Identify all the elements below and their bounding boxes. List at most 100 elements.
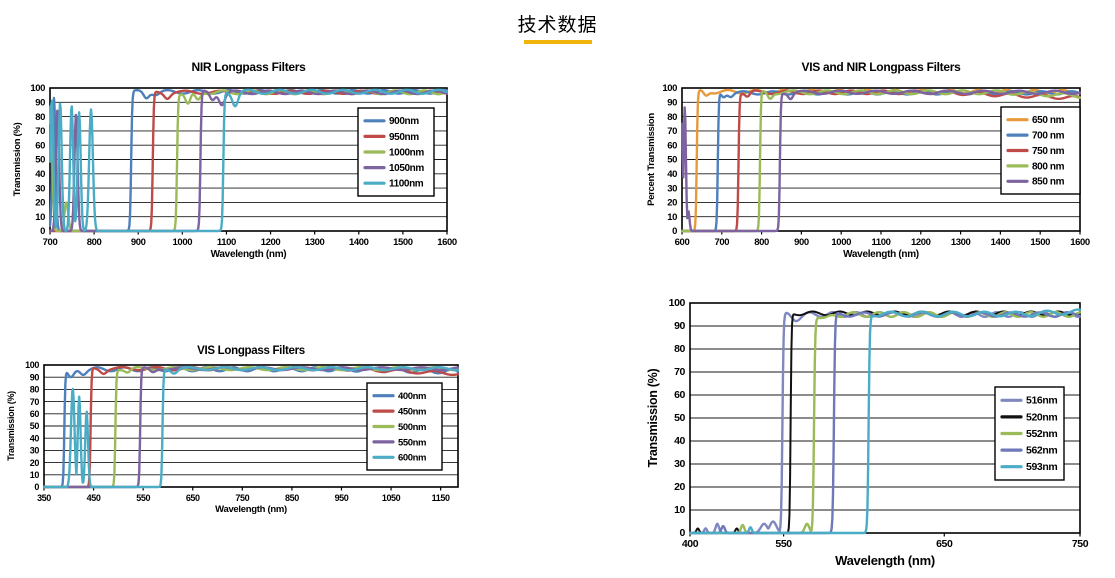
x-tick-label: 1500 bbox=[1030, 237, 1050, 248]
x-tick-label: 1200 bbox=[261, 237, 281, 248]
curve-850nm bbox=[681, 89, 1081, 233]
chart-nir-longpass-filters: 0 10 20 30 40 50 60 70 80 90 100 700 800 900 1000 1100 1… bbox=[12, 60, 457, 260]
y-axis-label: Transmission (%) bbox=[6, 391, 16, 461]
y-tick-label: 100 bbox=[25, 360, 39, 370]
legend-label: 700 nm bbox=[1032, 131, 1065, 142]
x-tick-label: 1100 bbox=[217, 237, 236, 248]
chart-516-593nm-longpass-filters: 0 10 20 30 40 50 60 70 80 90 100 400 550 650 750 Wavele… bbox=[646, 297, 1089, 568]
x-tick-label: 850 bbox=[285, 493, 299, 503]
x-tick-label: 900 bbox=[794, 237, 809, 248]
x-tick-label: 1600 bbox=[437, 237, 457, 248]
y-tick-label: 0 bbox=[680, 527, 686, 539]
x-axis-label: Wavelength (nm) bbox=[835, 553, 935, 568]
y-axis-label: Transmission (%) bbox=[12, 122, 23, 196]
x-tick-label: 1000 bbox=[831, 237, 851, 248]
curve-593nm bbox=[689, 308, 1081, 535]
legend-label: 1050nm bbox=[389, 163, 424, 174]
y-tick-label: 100 bbox=[30, 83, 45, 94]
x-tick-label: 700 bbox=[43, 237, 58, 248]
y-tick-label: 50 bbox=[35, 155, 45, 166]
x-tick-label: 1000 bbox=[173, 237, 193, 248]
y-tick-label: 50 bbox=[667, 155, 677, 166]
x-tick-label: 550 bbox=[775, 538, 792, 550]
y-tick-label: 60 bbox=[30, 409, 40, 419]
y-tick-label: 100 bbox=[669, 297, 686, 309]
x-tick-label: 1600 bbox=[1070, 237, 1090, 248]
y-tick-label: 70 bbox=[30, 397, 40, 407]
y-tick-label: 40 bbox=[30, 433, 40, 443]
y-tick-label: 50 bbox=[30, 421, 40, 431]
legend-box bbox=[357, 107, 435, 197]
legend-label: 500nm bbox=[398, 422, 426, 433]
x-tick-label: 1200 bbox=[911, 237, 931, 248]
y-tick-label: 60 bbox=[35, 140, 45, 151]
x-tick-label: 900 bbox=[131, 237, 146, 248]
y-tick-label: 90 bbox=[667, 98, 677, 109]
legend-label: 593nm bbox=[1026, 461, 1057, 473]
curves-group bbox=[689, 308, 1081, 535]
legend-label: 552nm bbox=[1026, 428, 1057, 440]
x-tick-label: 1150 bbox=[432, 493, 450, 503]
y-tick-label: 30 bbox=[674, 458, 685, 470]
curve-600nm bbox=[43, 366, 459, 489]
legend-label: 950nm bbox=[389, 132, 419, 143]
legend-label: 600nm bbox=[398, 453, 426, 464]
page-title-underline bbox=[523, 40, 592, 44]
x-tick-label: 1500 bbox=[393, 237, 413, 248]
legend-label: 562nm bbox=[1026, 445, 1057, 457]
x-tick-label: 600 bbox=[675, 237, 690, 248]
y-tick-label: 70 bbox=[674, 366, 685, 378]
x-tick-label: 1050 bbox=[382, 493, 401, 503]
x-tick-label: 1400 bbox=[349, 237, 369, 248]
x-tick-label: 350 bbox=[37, 493, 51, 503]
curves-group bbox=[49, 88, 448, 233]
x-tick-label: 800 bbox=[754, 237, 769, 248]
x-tick-label: 700 bbox=[714, 237, 729, 248]
chart-title: NIR Longpass Filters bbox=[191, 60, 306, 74]
legend-label: 550nm bbox=[398, 437, 426, 448]
x-tick-label: 750 bbox=[1072, 538, 1089, 550]
curves-group bbox=[43, 365, 459, 489]
y-tick-label: 90 bbox=[35, 98, 45, 109]
chart-vis-longpass-filters: 0 10 20 30 40 50 60 70 80 90 100 350 450 550 650 750 850… bbox=[6, 345, 459, 515]
x-tick-label: 950 bbox=[335, 493, 349, 503]
legend-label: 516nm bbox=[1026, 395, 1057, 407]
y-tick-label: 30 bbox=[35, 183, 45, 194]
y-tick-label: 0 bbox=[40, 226, 45, 237]
y-tick-label: 10 bbox=[30, 470, 40, 480]
legend-label: 800 nm bbox=[1032, 161, 1065, 172]
x-tick-label: 800 bbox=[87, 237, 102, 248]
x-tick-label: 650 bbox=[936, 538, 953, 550]
legend-label: 1000nm bbox=[389, 147, 424, 158]
legend-label: 750 nm bbox=[1032, 146, 1065, 157]
legend-label: 400nm bbox=[398, 391, 426, 402]
y-tick-label: 20 bbox=[667, 198, 677, 209]
chart-title: VIS and NIR Longpass Filters bbox=[802, 60, 962, 74]
y-tick-label: 80 bbox=[674, 343, 685, 355]
y-tick-label: 30 bbox=[30, 446, 40, 456]
curve-1100nm bbox=[49, 88, 448, 233]
y-tick-label: 10 bbox=[35, 212, 45, 223]
y-tick-label: 40 bbox=[674, 435, 685, 447]
y-tick-label: 50 bbox=[674, 412, 685, 424]
y-tick-label: 10 bbox=[674, 504, 685, 516]
x-tick-label: 400 bbox=[682, 538, 699, 550]
plot-frame bbox=[689, 302, 1081, 534]
y-tick-label: 30 bbox=[667, 183, 677, 194]
x-axis-label: Wavelength (nm) bbox=[215, 504, 287, 515]
y-tick-label: 70 bbox=[667, 126, 677, 137]
legend-label: 520nm bbox=[1026, 411, 1057, 423]
x-tick-label: 1400 bbox=[991, 237, 1011, 248]
x-tick-label: 1100 bbox=[871, 237, 890, 248]
y-tick-label: 90 bbox=[674, 320, 685, 332]
y-tick-label: 0 bbox=[672, 226, 677, 237]
y-tick-label: 20 bbox=[35, 198, 45, 209]
legend-label: 650 nm bbox=[1032, 115, 1065, 126]
y-tick-label: 0 bbox=[34, 482, 39, 492]
y-axis-label: Percent Transmission bbox=[646, 113, 657, 206]
x-tick-label: 550 bbox=[136, 493, 150, 503]
y-tick-label: 70 bbox=[35, 126, 45, 137]
y-tick-label: 80 bbox=[35, 112, 45, 123]
legend-label: 900nm bbox=[389, 116, 419, 127]
